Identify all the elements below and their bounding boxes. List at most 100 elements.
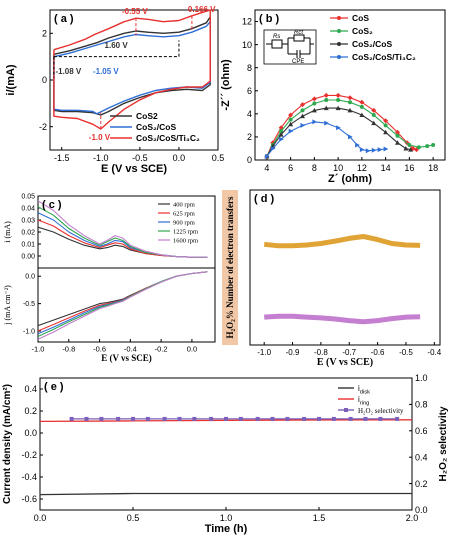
x-tick-label: 1.0 (220, 513, 233, 523)
data-point (288, 112, 294, 118)
data-point (371, 147, 377, 153)
x-tick-label: -0.5 (132, 153, 148, 163)
selectivity-band (264, 313, 421, 325)
y-tick-label: 0.05 (21, 193, 35, 200)
annotation-label: -1.0 V (89, 133, 111, 142)
y-tick-label: 0.2 (24, 406, 37, 416)
y-axis-label: j (mA cm⁻²) (3, 285, 12, 326)
data-point (378, 416, 383, 421)
x-tick-label: 10 (333, 163, 343, 173)
data-point (116, 416, 121, 421)
data-point (383, 123, 388, 128)
x-tick-label: 14 (381, 163, 391, 173)
disk-current-curve (37, 271, 208, 340)
y-axis-label: Current density (mA/cm²) (2, 384, 13, 504)
y-tick-label: 10 (242, 40, 252, 50)
x-tick-label: -1.0 (32, 345, 45, 354)
circuit-inset (263, 29, 317, 65)
panel-e: 0.0 0.5 1.0 1.5 2.0 -0.6 -0.4 -0.2 0.0 0.2 0.4 0.0 0… (2, 373, 449, 535)
x-tick-label: -0.8 (62, 345, 75, 354)
data-point (336, 125, 341, 131)
x-axis-label: E (V vs SCE) (101, 353, 152, 363)
data-point (288, 117, 293, 122)
y-tick-label: 0.00 (21, 253, 35, 260)
circuit-label: Rs (273, 34, 280, 40)
data-point (365, 148, 371, 154)
y-tick-label: -2 (39, 122, 47, 132)
legend-label: 400 rpm (173, 202, 195, 209)
circuit-label: Rct (294, 30, 303, 36)
data-point (347, 107, 353, 113)
cv-curve (53, 21, 211, 115)
x-tick-label: -0.7 (342, 348, 356, 357)
y-tick-label: -0.2 (21, 450, 37, 460)
legend-marker (337, 42, 341, 46)
y-tick-label: -0.6 (21, 494, 37, 504)
data-point (312, 119, 318, 125)
x-tick-label: 12 (357, 163, 367, 173)
legend-label: CoS₂/CoS/Ti₃C₂ (352, 52, 416, 62)
data-point (311, 96, 317, 102)
panel-label: ( a ) (54, 13, 74, 25)
legend-label: 1600 rpm (173, 238, 198, 245)
data-point (336, 98, 341, 102)
ring-current-curve (37, 200, 208, 258)
data-point (312, 101, 317, 106)
x-tick-label: -0.4 (427, 348, 441, 357)
panel-c: -1.0 -0.8 -0.6 -0.4 -0.2 0.0 0.00 0.01 0.02 0.03 0… (3, 193, 216, 363)
x-tick-label: -1.5 (54, 153, 70, 163)
legend-label: 1225 rpm (173, 229, 198, 236)
data-point (192, 416, 197, 421)
x-tick-label: 4 (264, 163, 269, 173)
x-tick-label: -0.5 (399, 348, 413, 357)
y-tick-label: 0.01 (21, 241, 35, 248)
data-point (359, 112, 365, 117)
data-point (131, 416, 135, 421)
data-point (288, 128, 294, 134)
data-point (324, 120, 329, 126)
data-point (84, 416, 89, 421)
y-axis-label: -Z´´ (ohm) (220, 59, 232, 111)
panel-a: -1.5 -1.0 -0.5 0.0 0.5 -2 0 2 E (V vs SCE) i/(mA)… (5, 5, 224, 175)
y-tick-label: -0.5 (23, 301, 35, 308)
y-tick-label: 0.0 (415, 505, 428, 515)
data-point (355, 142, 360, 148)
x-tick-label: -0.4 (124, 345, 137, 354)
data-point (270, 416, 275, 421)
data-point (383, 118, 389, 124)
y-tick-label: 0.0 (25, 274, 35, 281)
panel-d: -1.0 -0.9 -0.8 -0.7 -0.6 -0.5 -0.4 E (V vs SCE)… (222, 189, 442, 368)
data-point (395, 129, 400, 135)
cv-curve (53, 16, 211, 116)
x-tick-label: -1.0 (93, 153, 109, 163)
y-tick-label: 0.0 (24, 428, 37, 438)
x-tick-label: 16 (404, 163, 414, 173)
data-point (238, 416, 243, 421)
x-tick-label: 1.5 (313, 513, 326, 523)
y-tick-label: 0.4 (415, 452, 428, 462)
data-point (224, 416, 228, 421)
annotation-label: 0.166 V (188, 5, 216, 14)
legend-label: 900 rpm (173, 220, 195, 227)
circuit-label: CPE (292, 59, 304, 65)
data-point (311, 107, 317, 113)
stability-curve (39, 492, 412, 496)
data-point (285, 416, 290, 421)
data-point (371, 120, 377, 126)
data-point (317, 416, 321, 421)
legend-label: CoS₂ (352, 26, 373, 36)
data-point (408, 147, 414, 152)
x-tick-label: -0.8 (314, 348, 328, 357)
x-tick-label: 18 (428, 163, 438, 173)
legend-label: CoS2 (136, 111, 158, 121)
data-point (371, 107, 377, 113)
x-tick-label: -1.0 (257, 348, 271, 357)
plot-frame (249, 189, 441, 346)
x-tick-label: -0.9 (286, 348, 300, 357)
plot-frame (254, 9, 446, 161)
legend-label: CoS (352, 13, 369, 23)
y-tick-label: 0.03 (21, 217, 35, 224)
data-point (383, 129, 389, 135)
x-axis-label: Time (h) (205, 523, 248, 535)
